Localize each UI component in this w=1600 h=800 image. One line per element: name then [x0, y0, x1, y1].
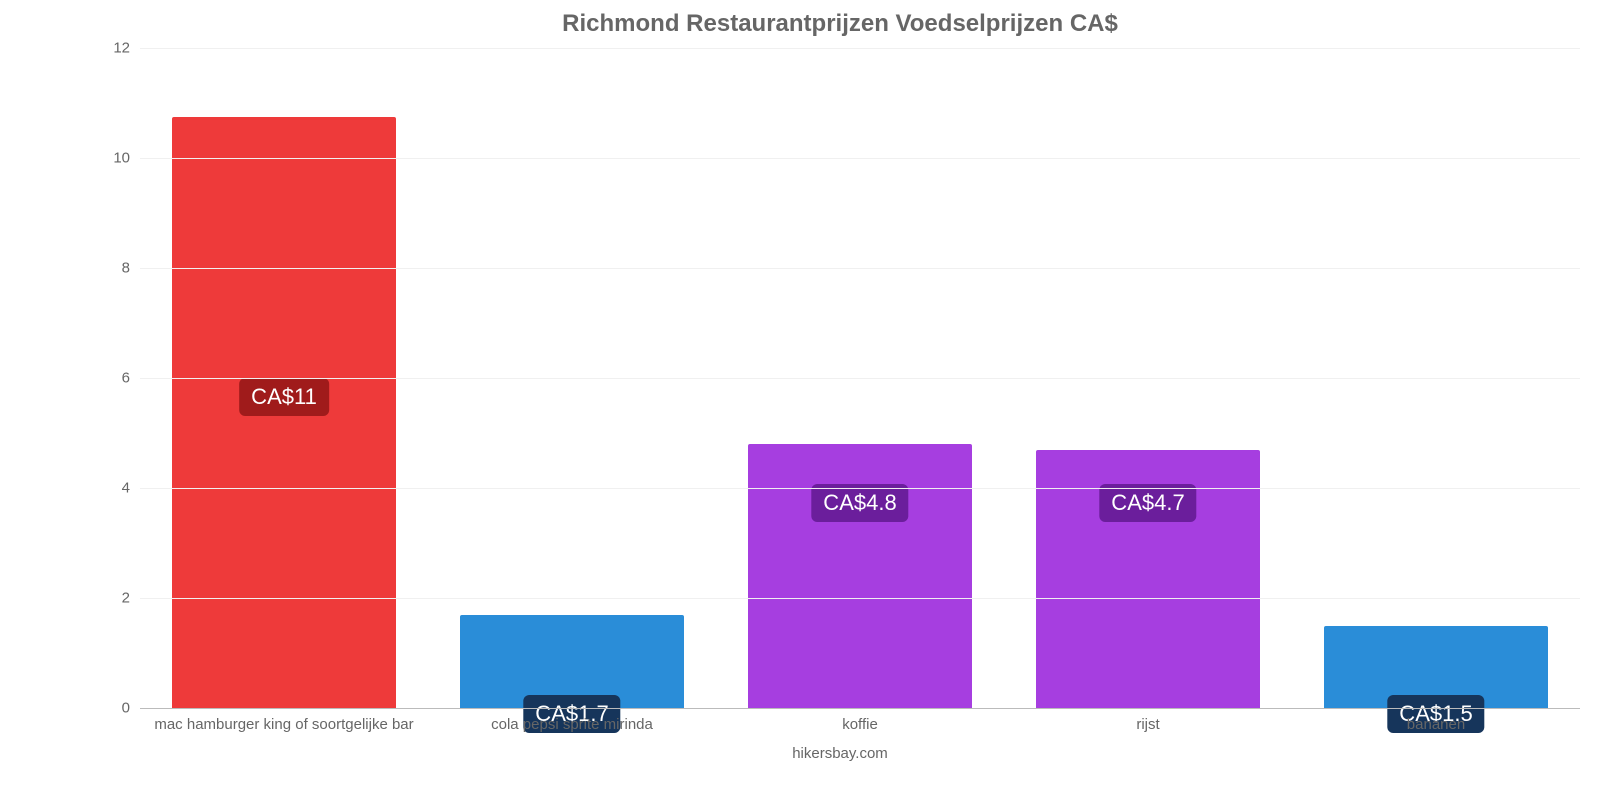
- gridline: [140, 488, 1580, 489]
- x-label: bananen: [1292, 716, 1580, 733]
- gridline: [140, 268, 1580, 269]
- attribution: hikersbay.com: [100, 745, 1580, 762]
- x-label: mac hamburger king of soortgelijke bar: [140, 716, 428, 733]
- bar-value-label: CA$11: [239, 378, 329, 416]
- plot-area: 024681012 CA$11CA$1.7CA$4.8CA$4.7CA$1.5 …: [140, 48, 1600, 728]
- bar: CA$1.7: [460, 615, 685, 709]
- y-tick: 8: [100, 260, 130, 277]
- bar: CA$1.5: [1324, 626, 1549, 709]
- gridline: [140, 378, 1580, 379]
- gridline: [140, 598, 1580, 599]
- bar: CA$4.8: [748, 444, 973, 708]
- gridline: [140, 48, 1580, 49]
- y-axis: 024681012: [100, 48, 135, 708]
- y-tick: 0: [100, 700, 130, 717]
- baseline: [140, 708, 1580, 709]
- y-tick: 12: [100, 40, 130, 57]
- y-tick: 2: [100, 590, 130, 607]
- chart-title: Richmond Restaurantprijzen Voedselprijze…: [100, 10, 1580, 38]
- x-label: rijst: [1004, 716, 1292, 733]
- x-label: koffie: [716, 716, 1004, 733]
- y-tick: 6: [100, 370, 130, 387]
- y-tick: 4: [100, 480, 130, 497]
- x-label: cola pepsi sprite mirinda: [428, 716, 716, 733]
- gridline: [140, 158, 1580, 159]
- chart-container: Richmond Restaurantprijzen Voedselprijze…: [100, 10, 1580, 770]
- bar-value-label: CA$4.8: [811, 484, 908, 522]
- x-axis-labels: mac hamburger king of soortgelijke barco…: [140, 716, 1580, 733]
- y-tick: 10: [100, 150, 130, 167]
- bar-value-label: CA$4.7: [1099, 484, 1196, 522]
- bar: CA$11: [172, 117, 397, 708]
